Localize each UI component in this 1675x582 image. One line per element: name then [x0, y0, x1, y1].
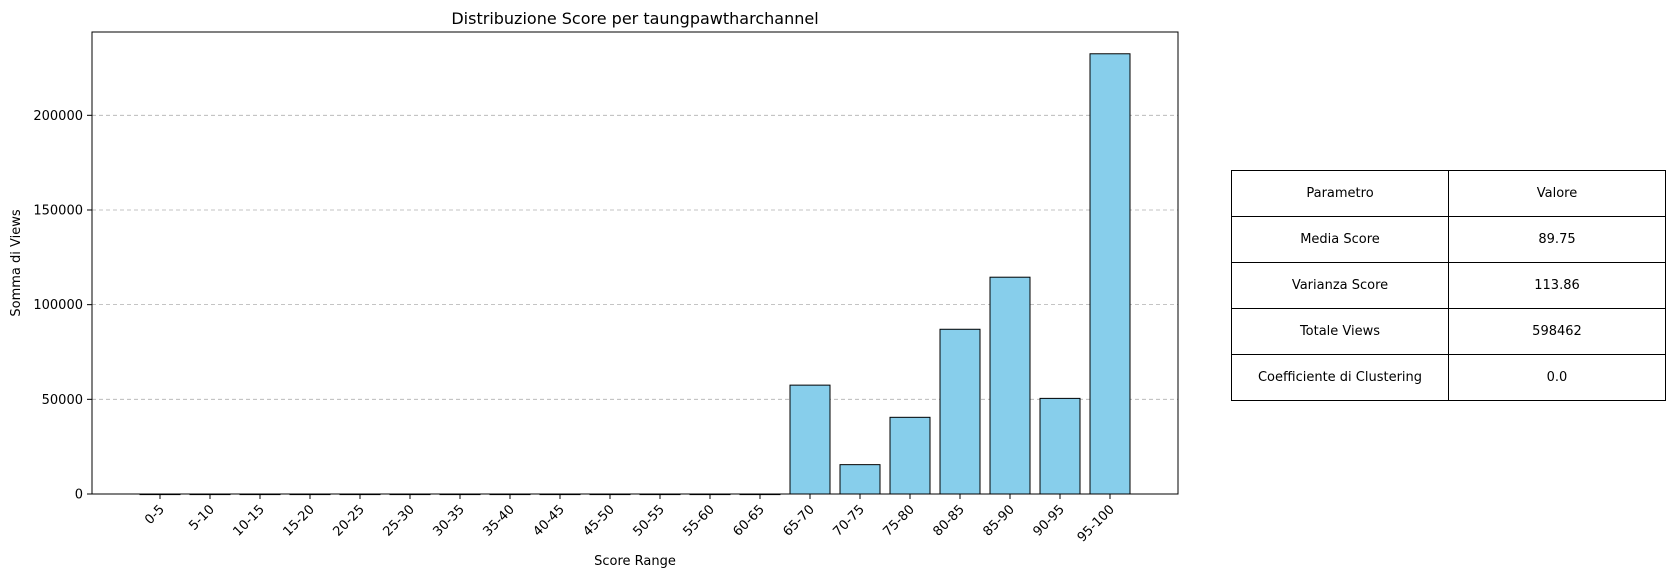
- y-tick-label-2: 100000: [33, 298, 83, 313]
- x-tick-label-5-10: 5-10: [186, 502, 217, 533]
- y-tick-label-0: 0: [75, 488, 83, 503]
- x-tick-label-65-70: 65-70: [781, 502, 818, 539]
- parameter-cell: Media Score: [1231, 216, 1449, 263]
- plot-frame: [91, 31, 1179, 495]
- x-tick-label-0-5: 0-5: [142, 502, 168, 528]
- x-tick-label-45-50: 45-50: [581, 502, 618, 539]
- table-header-cell: Parametro: [1231, 170, 1449, 217]
- x-tick-label-60-65: 60-65: [731, 502, 768, 539]
- y-tick-label-3: 150000: [33, 203, 83, 218]
- table-header-cell: Valore: [1448, 170, 1666, 217]
- x-tick-label-25-30: 25-30: [381, 502, 418, 539]
- x-tick-label-85-90: 85-90: [981, 502, 1018, 539]
- x-tick-label-50-55: 50-55: [631, 502, 668, 539]
- x-tick-label-80-85: 80-85: [931, 502, 968, 539]
- bar-70-75: [839, 464, 881, 495]
- value-cell: 89.75: [1448, 216, 1666, 263]
- table-row: Varianza Score 113.86: [1231, 262, 1666, 309]
- y-tick-label-4: 200000: [33, 109, 83, 124]
- parameter-cell: Coefficiente di Clustering: [1231, 354, 1449, 401]
- table-row: Totale Views 598462: [1231, 308, 1666, 355]
- bar-95-100: [1089, 53, 1131, 495]
- x-tick-label-70-75: 70-75: [831, 502, 868, 539]
- value-cell: 598462: [1448, 308, 1666, 355]
- table-header-row: Parametro Valore: [1231, 170, 1666, 217]
- x-tick-label-55-60: 55-60: [681, 502, 718, 539]
- x-tick-label-95-100: 95-100: [1075, 502, 1118, 545]
- parameter-cell: Totale Views: [1231, 308, 1449, 355]
- table-row: Coefficiente di Clustering 0.0: [1231, 354, 1666, 401]
- x-axis-label: Score Range: [594, 554, 676, 569]
- x-tick-label-75-80: 75-80: [881, 502, 918, 539]
- bar-90-95: [1039, 397, 1081, 495]
- bar-85-90: [989, 276, 1031, 495]
- x-tick-label-15-20: 15-20: [281, 502, 318, 539]
- value-cell: 113.86: [1448, 262, 1666, 309]
- value-cell: 0.0: [1448, 354, 1666, 401]
- stats-table: Parametro Valore Media Score 89.75 Varianza …: [1231, 170, 1666, 401]
- y-axis-label: Somma di Views: [9, 209, 24, 316]
- x-tick-label-35-40: 35-40: [481, 502, 518, 539]
- x-tick-label-40-45: 40-45: [531, 502, 568, 539]
- bar-80-85: [939, 328, 981, 495]
- table-row: Media Score 89.75: [1231, 216, 1666, 263]
- x-tick-label-10-15: 10-15: [231, 502, 268, 539]
- x-tick-label-30-35: 30-35: [431, 502, 468, 539]
- bar-75-80: [889, 416, 931, 495]
- bar-65-70: [789, 384, 831, 495]
- parameter-cell: Varianza Score: [1231, 262, 1449, 309]
- x-tick-label-20-25: 20-25: [331, 502, 368, 539]
- chart-title: Distribuzione Score per taungpawtharchan…: [451, 9, 818, 28]
- y-tick-label-1: 50000: [42, 393, 83, 408]
- x-tick-label-90-95: 90-95: [1031, 502, 1068, 539]
